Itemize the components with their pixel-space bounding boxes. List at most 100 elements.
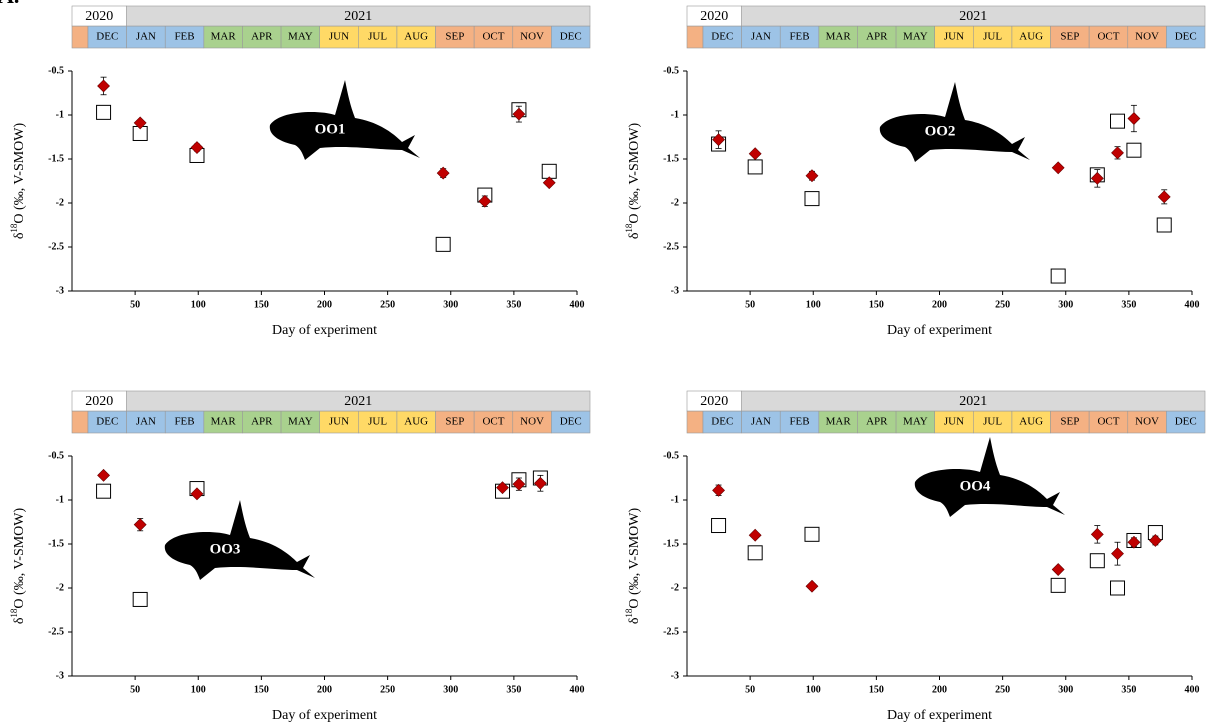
y-tick-label: -2.5 (48, 626, 64, 637)
month-label: SEP (1060, 31, 1079, 43)
x-tick-label: 100 (806, 684, 821, 695)
month-label: JAN (136, 31, 156, 43)
diamond-marker (133, 518, 147, 532)
year-label: 2020 (700, 394, 728, 409)
diamond-marker (533, 476, 547, 490)
month-label: FEB (174, 31, 194, 43)
month-label: JUN (944, 31, 964, 43)
x-axis-label: Day of experiment (272, 323, 377, 338)
month-label: FEB (789, 31, 809, 43)
square-marker (435, 236, 451, 252)
month-label: APR (251, 416, 273, 428)
month-label: NOV (1135, 416, 1159, 428)
x-axis-label: Day of experiment (887, 708, 992, 723)
y-axis-label-part: δ (627, 232, 642, 239)
y-axis-label: δ18O (‰, V-SMOW) (9, 507, 27, 624)
month-label: NOV (520, 31, 544, 43)
square-marker (1089, 553, 1105, 569)
month-label: APR (866, 31, 888, 43)
square-marker (1050, 268, 1066, 284)
month-label: AUG (404, 31, 428, 43)
x-tick-label: 150 (869, 684, 884, 695)
month-label: JUL (983, 416, 1002, 428)
orca-silhouette (879, 82, 1030, 162)
y-axis-label-part: 18 (9, 608, 19, 618)
y-tick-label: -2.5 (663, 626, 679, 637)
year-label: 2020 (85, 394, 113, 409)
panel: DEC JAN FEB MAR APR MAY JUN JUL AUG SEP OCT NOV DEC 2… (624, 5, 1206, 338)
month-label: AUG (404, 416, 428, 428)
month-label: FEB (789, 416, 809, 428)
y-tick-label: -3 (671, 670, 679, 681)
diamond-marker (1090, 171, 1104, 185)
year-cell (741, 390, 1206, 412)
y-axis-label-part: O (‰, V-SMOW) (627, 507, 642, 608)
month-label: MAY (288, 416, 313, 428)
y-tick-label: -1.5 (48, 153, 64, 164)
square-marker (96, 483, 112, 499)
month-label: MAY (903, 416, 928, 428)
month-label: DEC (1175, 416, 1197, 428)
y-tick-label: -2.5 (48, 241, 64, 252)
diamond-marker (512, 477, 526, 491)
diamond-marker (1127, 535, 1141, 549)
month-label: NOV (520, 416, 544, 428)
y-tick-label: -2 (671, 582, 679, 593)
x-tick-label: 100 (191, 299, 206, 310)
x-tick-label: 100 (806, 299, 821, 310)
month-label: JAN (751, 416, 771, 428)
month-label: MAY (903, 31, 928, 43)
year-cell (126, 390, 591, 412)
diamond-marker (97, 79, 110, 93)
month-label: SEP (1060, 416, 1079, 428)
y-tick-label: -0.5 (663, 450, 679, 461)
month-label: OCT (482, 416, 504, 428)
x-tick-label: 400 (570, 684, 585, 695)
y-axis-label-part: δ (12, 617, 27, 624)
month-label: JUL (368, 416, 387, 428)
diamond-marker (1090, 527, 1104, 541)
diamond-marker (496, 481, 509, 495)
x-tick-label: 350 (506, 684, 521, 695)
diamond-marker (190, 141, 204, 154)
year-label: 2020 (85, 9, 113, 24)
diamond-marker (512, 107, 526, 121)
x-tick-label: 200 (317, 684, 332, 695)
annotation: OO2 (925, 123, 956, 139)
month-label: NOV (1135, 31, 1159, 43)
diamond-marker (1051, 161, 1065, 175)
month-label: DEC (96, 416, 118, 428)
x-tick-label: 400 (1185, 684, 1200, 695)
square-marker (747, 159, 763, 175)
diamond-marker (1111, 547, 1124, 561)
x-tick-label: 350 (1121, 684, 1136, 695)
y-tick-label: -2 (671, 197, 679, 208)
timeline-lead (686, 25, 704, 49)
diamond-marker (805, 579, 819, 593)
year-label: 2020 (700, 9, 728, 24)
y-axis-label-part: O (‰, V-SMOW) (12, 507, 27, 608)
y-tick-label: -2 (56, 197, 64, 208)
square-marker (804, 191, 820, 207)
month-label: OCT (482, 31, 504, 43)
x-tick-label: 50 (130, 684, 140, 695)
month-label: MAR (826, 31, 852, 43)
y-axis-label-part: δ (627, 617, 642, 624)
square-marker (132, 591, 148, 607)
y-axis-label-part: δ (12, 232, 27, 239)
x-tick-label: 150 (254, 684, 269, 695)
y-axis-label: δ18O (‰, V-SMOW) (9, 122, 27, 239)
y-axis-label-part: 18 (624, 223, 634, 233)
month-label: DEC (96, 31, 118, 43)
y-tick-label: -2 (56, 582, 64, 593)
panel: DEC JAN FEB MAR APR MAY JUN JUL AUG SEP OCT NOV DEC 2… (9, 390, 591, 723)
diamond-marker (712, 133, 725, 147)
diamond-marker (1127, 112, 1141, 125)
timeline-lead (686, 410, 704, 434)
timeline-lead (71, 410, 89, 434)
month-label: DEC (560, 416, 582, 428)
y-tick-label: -1 (671, 494, 679, 505)
diamond-marker (805, 169, 819, 183)
diamond-marker (748, 147, 762, 161)
